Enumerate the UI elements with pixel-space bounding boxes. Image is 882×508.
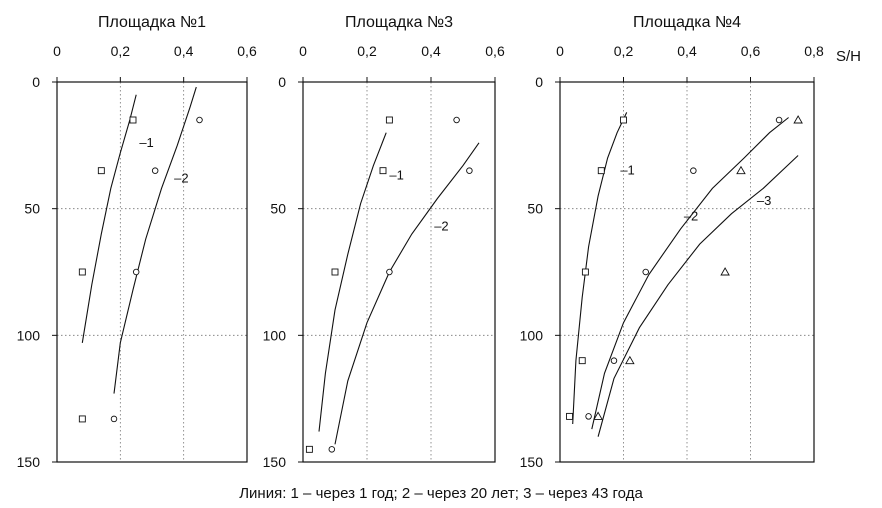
data-point-triangle bbox=[793, 115, 803, 124]
series-1-label: –1 bbox=[389, 168, 403, 183]
x-tick-label: 0,2 bbox=[357, 43, 377, 59]
data-point-circle bbox=[386, 268, 393, 276]
data-point-square bbox=[379, 167, 387, 175]
x-tick-label: 0,6 bbox=[237, 43, 257, 59]
data-point-square bbox=[331, 268, 339, 276]
y-tick-label: 50 bbox=[270, 201, 286, 217]
data-point-square bbox=[578, 357, 586, 365]
series-1-curve bbox=[81, 94, 137, 343]
figure-caption: Линия: 1 – через 1 год; 2 – через 20 лет… bbox=[239, 485, 643, 502]
y-tick-label: 50 bbox=[527, 201, 543, 217]
series-2-label: –2 bbox=[684, 208, 698, 223]
series-1-curve bbox=[572, 112, 628, 425]
x-tick-label: 0 bbox=[53, 43, 61, 59]
data-point-circle bbox=[151, 167, 159, 174]
panel-title: Площадка №3 bbox=[345, 14, 453, 31]
y-tick-label: 150 bbox=[17, 454, 41, 470]
x-tick-label: 0,8 bbox=[804, 43, 824, 59]
panel-title: Площадка №4 bbox=[633, 14, 741, 31]
series-1-label: –1 bbox=[139, 135, 153, 150]
data-point-circle bbox=[585, 413, 592, 420]
data-point-triangle bbox=[625, 355, 635, 365]
data-point-square bbox=[597, 167, 605, 175]
series-2-label: –2 bbox=[434, 218, 448, 233]
data-point-circle bbox=[132, 268, 140, 276]
y-tick-label: 150 bbox=[520, 454, 544, 470]
series-2-curve bbox=[113, 86, 197, 394]
data-point-square bbox=[129, 116, 137, 124]
data-point-circle bbox=[690, 167, 697, 174]
y-tick-label: 100 bbox=[263, 327, 287, 343]
data-point-triangle bbox=[593, 411, 603, 420]
y-tick-label: 0 bbox=[535, 74, 543, 90]
data-point-circle bbox=[453, 116, 460, 124]
panel-2: 0 0,2 0,4 0,6 0 50 100 150 Площадка №3 –1 –2 bbox=[263, 14, 505, 470]
chart-panels: 0 0,2 0,4 0,6 0 50 100 150 Площадка №1 –1 –2 0 0,2 0,… bbox=[17, 14, 824, 470]
data-point-circle bbox=[196, 116, 203, 124]
series-3-label: –3 bbox=[757, 193, 771, 208]
data-point-square bbox=[78, 268, 86, 276]
x-tick-label: 0,2 bbox=[111, 43, 131, 59]
y-tick-label: 0 bbox=[32, 74, 40, 90]
x-tick-label: 0,2 bbox=[614, 43, 634, 59]
y-tick-label: 100 bbox=[520, 327, 544, 343]
data-point-triangle bbox=[736, 165, 746, 175]
y-tick-label: 50 bbox=[24, 201, 40, 217]
panel-3: 0 0,2 0,4 0,6 0,8 0 50 100 150 Площадка №4 –1 –2 –3 bbox=[520, 14, 824, 470]
data-point-circle bbox=[610, 357, 618, 364]
series-2-curve bbox=[591, 117, 789, 430]
x-tick-label: 0 bbox=[556, 43, 564, 59]
panel-1: 0 0,2 0,4 0,6 0 50 100 150 Площадка №1 –1 –2 bbox=[17, 14, 257, 470]
y-tick-label: 150 bbox=[263, 454, 287, 470]
data-point-circle bbox=[328, 446, 336, 453]
y-tick-label: 100 bbox=[17, 327, 41, 343]
data-point-square bbox=[581, 268, 589, 276]
x-tick-label: 0,4 bbox=[421, 43, 441, 59]
series-1-label: –1 bbox=[620, 163, 634, 178]
data-point-square bbox=[385, 116, 393, 124]
x-tick-label: 0,4 bbox=[174, 43, 194, 59]
data-point-circle bbox=[110, 415, 118, 423]
series-1-curve bbox=[318, 132, 387, 432]
data-point-circle bbox=[466, 167, 473, 174]
panel-title: Площадка №1 bbox=[98, 14, 206, 31]
data-point-square bbox=[97, 167, 105, 175]
x-tick-label: 0,6 bbox=[741, 43, 761, 59]
x-tick-label: 0 bbox=[299, 43, 307, 59]
x-unit-label: S/H bbox=[836, 48, 861, 65]
data-point-circle bbox=[642, 268, 649, 276]
plot-frame bbox=[302, 81, 496, 463]
series-2-curve bbox=[334, 142, 480, 445]
data-point-square bbox=[566, 412, 573, 420]
data-point-square bbox=[305, 445, 313, 453]
series-3-curve bbox=[597, 155, 799, 437]
y-tick-label: 0 bbox=[278, 74, 286, 90]
data-point-triangle bbox=[720, 267, 730, 276]
data-point-circle bbox=[775, 116, 783, 124]
x-tick-label: 0,4 bbox=[677, 43, 697, 59]
plot-frame bbox=[56, 81, 248, 463]
x-tick-label: 0,6 bbox=[485, 43, 505, 59]
series-2-label: –2 bbox=[174, 170, 188, 185]
data-point-square bbox=[78, 415, 86, 423]
data-point-square bbox=[620, 116, 627, 124]
